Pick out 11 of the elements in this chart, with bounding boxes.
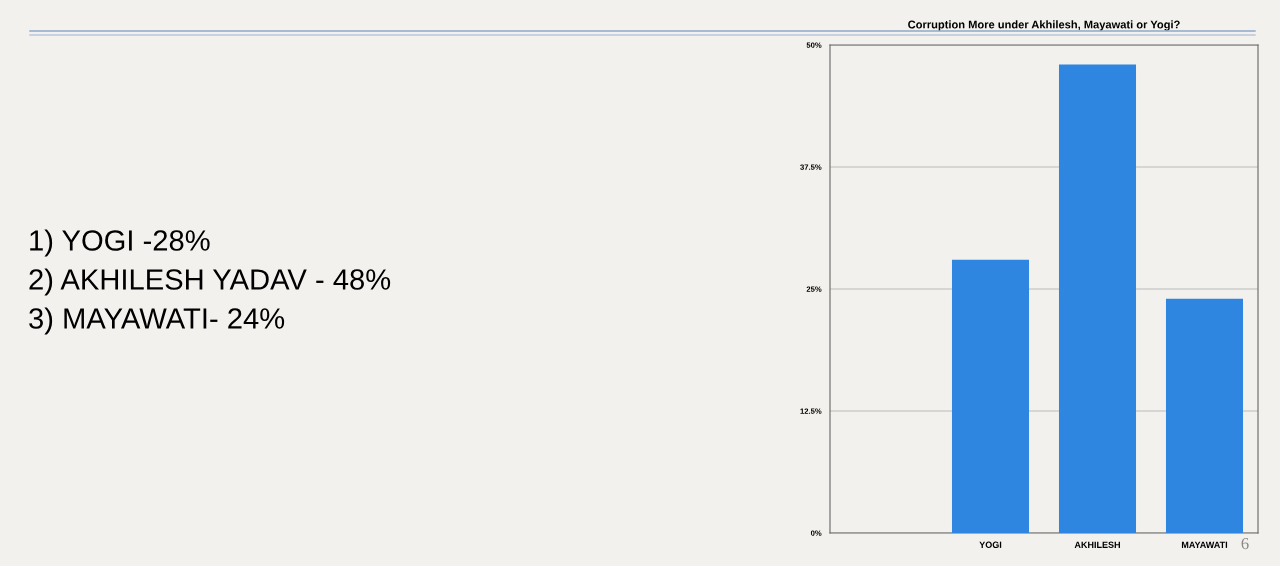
text: 1) YOGI -28% xyxy=(30,229,210,257)
x-tick-label: MAYAWATI xyxy=(1181,541,1228,548)
bar xyxy=(1058,64,1137,533)
x-tick-label: AKHILESH xyxy=(1074,541,1120,548)
text: 3) MAYAWATI- 24% xyxy=(29,307,285,335)
bar xyxy=(951,259,1030,533)
chart-title: Corruption More under Akhilesh, Mayawati or Yogi? xyxy=(908,20,1180,31)
text: 2) AKHILESH YADAV - 48% xyxy=(29,268,391,296)
x-tick-label: YOGI xyxy=(979,541,1002,548)
bar xyxy=(1165,298,1244,533)
text: 6 xyxy=(1241,537,1249,550)
